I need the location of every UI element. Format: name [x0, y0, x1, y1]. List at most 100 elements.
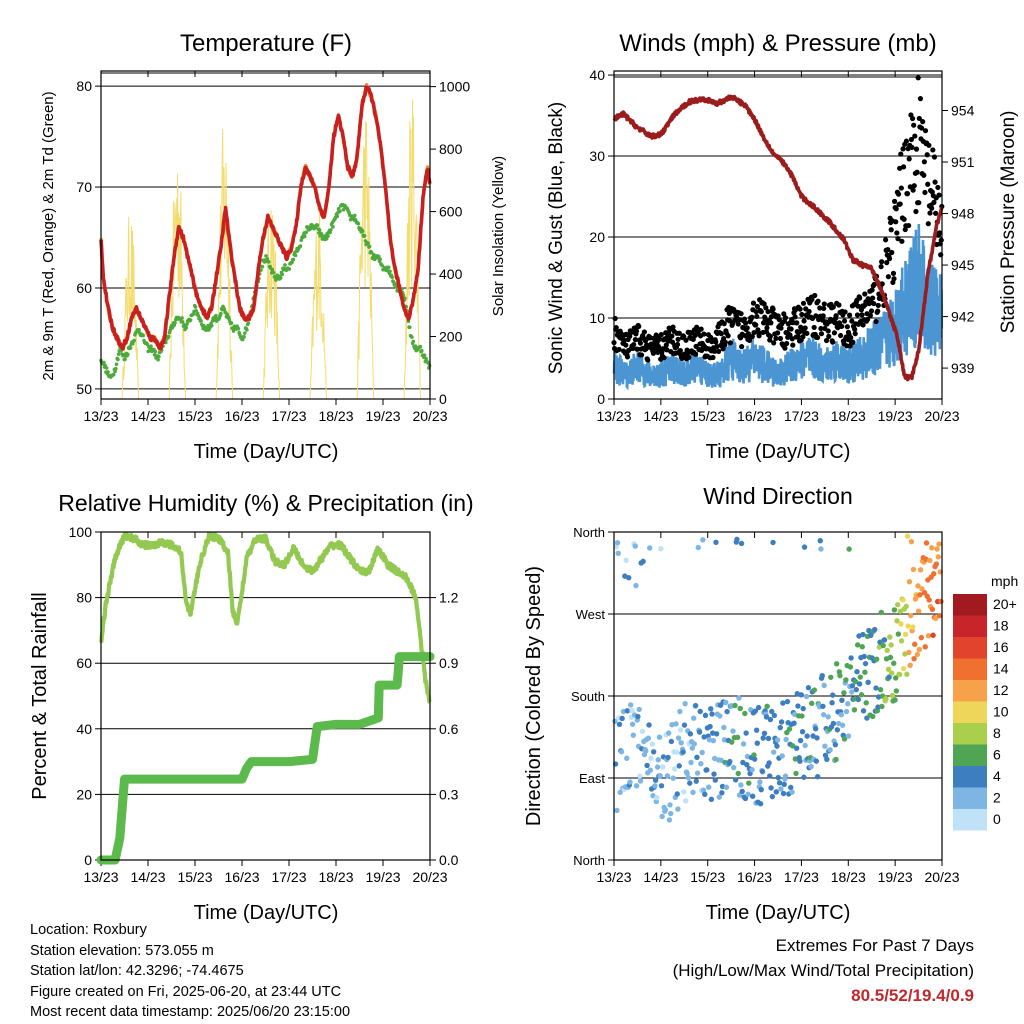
direction-point — [804, 733, 810, 739]
gust-point — [686, 354, 692, 360]
direction-point — [706, 784, 712, 790]
y-tick-label: 60 — [76, 280, 92, 296]
gust-point — [899, 238, 905, 244]
direction-point — [673, 749, 680, 755]
gust-point — [754, 303, 760, 310]
direction-point — [862, 669, 868, 675]
y-tick-label: 40 — [589, 67, 605, 83]
y-right-tick-label: 948 — [951, 206, 975, 222]
direction-point — [848, 655, 854, 661]
direction-point — [789, 789, 795, 795]
temp-2m-line — [99, 85, 432, 351]
gust-point — [821, 305, 827, 312]
gust-point — [788, 326, 794, 332]
gust-point — [882, 237, 889, 243]
gust-point — [627, 333, 633, 339]
direction-point — [889, 692, 896, 699]
direction-point — [753, 727, 760, 733]
direction-point — [770, 749, 777, 755]
gust-point — [886, 256, 893, 262]
direction-point — [904, 533, 911, 539]
direction-point — [723, 699, 729, 706]
direction-point — [898, 638, 905, 644]
gust-point — [929, 205, 935, 211]
direction-point — [802, 742, 808, 749]
dewpoint-point — [229, 321, 234, 325]
direction-point — [718, 757, 724, 763]
direction-point — [825, 714, 831, 720]
legend-label: 2 — [993, 790, 1001, 806]
direction-point — [820, 703, 826, 709]
gust-point — [741, 316, 748, 322]
gust-point — [756, 333, 762, 339]
direction-point — [739, 788, 745, 795]
dewpoint-point — [291, 257, 296, 262]
gust-point — [909, 115, 916, 122]
gust-point — [860, 322, 866, 328]
x-tick-label: 20/23 — [924, 408, 959, 424]
direction-point — [916, 646, 923, 653]
y-right-tick-label: 954 — [951, 102, 975, 118]
direction-point — [915, 583, 921, 589]
gust-point — [922, 189, 928, 196]
dewpoint-point — [132, 338, 136, 343]
y-right-tick-label: 945 — [951, 257, 975, 273]
direction-point — [732, 702, 738, 709]
direction-point — [710, 737, 717, 744]
gust-point — [936, 230, 943, 236]
direction-point — [791, 720, 797, 726]
dewpoint-point — [317, 228, 322, 232]
gust-point — [804, 330, 810, 336]
direction-point — [821, 682, 827, 689]
dewpoint-point — [264, 254, 268, 258]
direction-point — [854, 668, 860, 675]
direction-point — [614, 807, 620, 814]
gust-point — [718, 331, 724, 337]
location-text: Location: Roxbury — [30, 922, 147, 938]
gust-point — [839, 323, 845, 329]
gust-point — [763, 305, 769, 311]
dewpoint-point — [278, 276, 283, 280]
gust-point — [917, 96, 924, 102]
direction-point — [793, 745, 800, 751]
direction-point — [852, 679, 859, 685]
direction-point — [780, 790, 787, 797]
direction-point — [782, 773, 789, 779]
dewpoint-point — [418, 344, 423, 349]
y-tick-label: North — [573, 525, 605, 540]
gust-point — [781, 311, 787, 317]
legend-label: 14 — [993, 661, 1009, 677]
direction-point — [898, 621, 904, 627]
direction-point — [744, 761, 750, 768]
direction-point — [721, 724, 727, 731]
direction-point — [688, 759, 694, 766]
gust-point — [714, 344, 720, 350]
dewpoint-point — [302, 234, 307, 239]
direction-point — [749, 793, 756, 799]
direction-point — [627, 779, 633, 785]
direction-point — [833, 756, 839, 763]
gust-point — [768, 320, 774, 326]
direction-point — [658, 783, 665, 789]
gust-point — [753, 322, 759, 328]
gust-point — [770, 306, 776, 312]
direction-point — [657, 773, 663, 779]
direction-point — [917, 567, 924, 573]
recent-text: Most recent data timestamp: 2025/06/20 2… — [30, 1004, 351, 1020]
direction-point — [755, 704, 762, 711]
direction-point — [740, 741, 747, 747]
pressure-line — [612, 94, 944, 382]
gust-point — [777, 335, 784, 342]
gust-point — [656, 336, 663, 342]
gust-point — [792, 314, 798, 320]
direction-point — [691, 741, 698, 747]
direction-point — [647, 545, 653, 551]
direction-point — [707, 723, 713, 730]
x-tick-label: 18/23 — [831, 869, 866, 885]
gust-point — [911, 122, 917, 128]
gust-point — [809, 296, 815, 303]
direction-point — [906, 649, 912, 656]
gust-point — [830, 304, 836, 310]
gust-point — [753, 309, 759, 315]
direction-point — [743, 730, 749, 736]
